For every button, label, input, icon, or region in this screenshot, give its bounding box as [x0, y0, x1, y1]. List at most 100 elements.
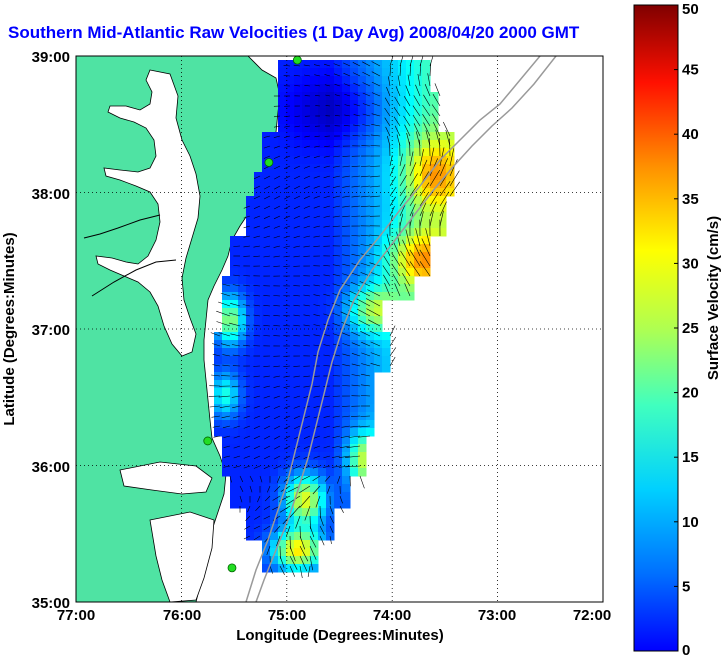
velocity-cell — [358, 60, 367, 69]
velocity-cell — [278, 276, 287, 285]
velocity-cell — [254, 260, 263, 269]
velocity-cell — [382, 340, 391, 349]
velocity-arrow — [231, 395, 241, 398]
velocity-cell — [278, 308, 287, 317]
velocity-arrow — [303, 445, 311, 449]
velocity-cell — [262, 284, 271, 293]
velocity-arrow — [319, 505, 321, 518]
velocity-cell — [302, 364, 311, 373]
velocity-cell — [238, 404, 247, 413]
velocity-cell — [374, 180, 383, 189]
velocity-cell — [302, 116, 311, 125]
velocity-arrow — [313, 235, 321, 238]
rappahannock-river — [91, 259, 177, 297]
velocity-cell — [374, 276, 383, 285]
velocity-cell — [222, 276, 231, 285]
velocity-cell — [342, 332, 351, 341]
velocity-cell — [350, 444, 359, 453]
velocity-arrow — [253, 225, 261, 229]
velocity-arrow — [303, 385, 311, 388]
velocity-arrow — [415, 131, 421, 147]
velocity-arrow — [392, 273, 401, 287]
x-tick-label: 77:00 — [57, 607, 95, 624]
velocity-arrow — [351, 415, 361, 417]
velocity-cell — [342, 428, 351, 437]
velocity-arrow — [345, 465, 361, 468]
velocity-arrow — [338, 465, 351, 468]
velocity-arrow — [263, 515, 271, 520]
velocity-cell — [270, 564, 279, 573]
velocity-cell — [318, 172, 327, 181]
velocity-cell — [302, 212, 311, 221]
velocity-cell — [246, 228, 255, 237]
velocity-arrow — [342, 165, 351, 168]
velocity-arrow — [362, 82, 371, 87]
velocity-cell — [358, 460, 367, 469]
velocity-cell — [270, 356, 279, 365]
velocity-arrow — [274, 195, 281, 200]
velocity-cell — [334, 324, 343, 333]
velocity-cell — [302, 396, 311, 405]
velocity-cell — [414, 68, 423, 77]
velocity-cell — [262, 564, 271, 573]
x-tick-label: 73:00 — [478, 607, 516, 624]
velocity-arrow — [303, 255, 311, 257]
velocity-arrow — [293, 75, 301, 77]
velocity-arrow — [367, 289, 381, 297]
velocity-cell — [254, 340, 263, 349]
velocity-cell — [422, 132, 431, 141]
velocity-cell — [414, 268, 423, 277]
velocity-arrow — [351, 342, 361, 347]
velocity-cell — [382, 220, 391, 229]
velocity-cell — [230, 324, 239, 333]
velocity-arrow — [263, 145, 271, 149]
velocity-arrow — [274, 445, 281, 450]
y-tick-label: 39:00 — [32, 49, 70, 66]
velocity-cell — [358, 172, 367, 181]
velocity-arrow — [371, 81, 381, 87]
velocity-arrow — [295, 515, 301, 529]
velocity-cell — [302, 412, 311, 421]
velocity-arrow — [313, 294, 321, 297]
velocity-cell — [342, 476, 351, 485]
velocity-cell — [310, 452, 319, 461]
velocity-cell — [238, 380, 247, 389]
velocity-cell — [398, 156, 407, 165]
velocity-cell — [270, 388, 279, 397]
velocity-arrow — [393, 241, 401, 257]
velocity-cell — [262, 236, 271, 245]
velocity-cell — [254, 220, 263, 229]
velocity-arrow — [332, 445, 341, 449]
velocity-arrow — [263, 405, 271, 409]
velocity-arrow — [254, 515, 261, 520]
velocity-arrow — [417, 73, 421, 87]
velocity-arrow — [348, 309, 361, 317]
velocity-arrow — [356, 298, 371, 307]
velocity-arrow — [287, 485, 301, 493]
velocity-cell — [366, 68, 375, 77]
velocity-cell — [422, 268, 431, 277]
velocity-arrow — [439, 147, 445, 167]
velocity-arrow — [222, 354, 231, 357]
velocity-cell — [302, 244, 311, 253]
velocity-cell — [246, 212, 255, 221]
velocity-cell — [398, 140, 407, 149]
velocity-cell — [238, 364, 247, 373]
velocity-cell — [366, 100, 375, 109]
velocity-cell — [342, 84, 351, 93]
velocity-arrow — [334, 83, 341, 87]
velocity-cell — [430, 196, 439, 205]
velocity-cell — [222, 356, 231, 365]
velocity-cell — [214, 340, 223, 349]
velocity-cell — [262, 364, 271, 373]
velocity-arrow — [263, 385, 271, 388]
velocity-cell — [366, 324, 375, 333]
velocity-cell — [222, 324, 231, 333]
velocity-arrow — [324, 63, 331, 67]
velocity-cell — [358, 316, 367, 325]
velocity-cell — [222, 388, 231, 397]
velocity-cell — [414, 220, 423, 229]
velocity-cell — [262, 412, 271, 421]
velocity-cell — [278, 436, 287, 445]
velocity-arrow — [257, 495, 261, 503]
